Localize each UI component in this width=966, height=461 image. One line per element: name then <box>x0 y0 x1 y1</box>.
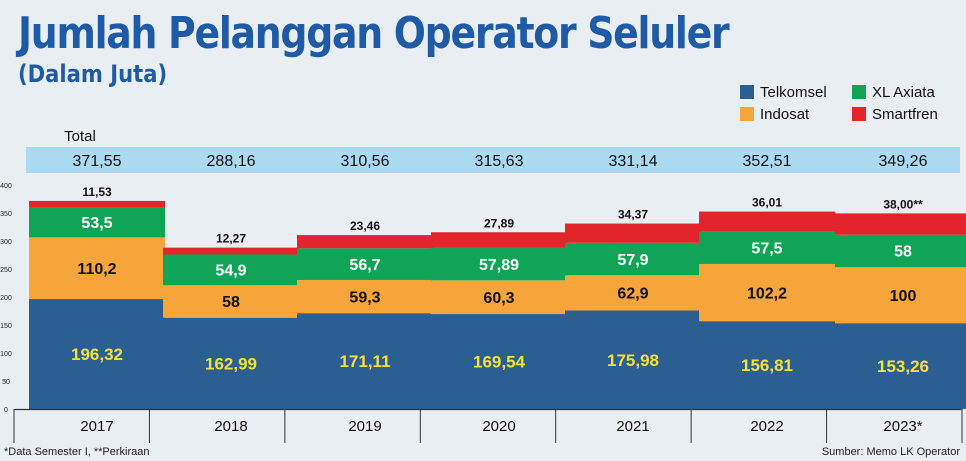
y-tick-label: 200 <box>0 295 12 302</box>
bar-segment-telkomsel <box>699 321 835 409</box>
source-note: Sumber: Memo LK Operator <box>821 446 960 458</box>
data-label: 27,89 <box>484 216 514 230</box>
x-tick-label: 2022 <box>750 418 783 435</box>
data-label: 171,11 <box>339 352 390 371</box>
total-value: 349,26 <box>879 153 928 170</box>
bar-segment-indosat <box>835 267 966 324</box>
bar-segment-indosat <box>565 275 701 311</box>
data-label: 162,99 <box>205 354 257 373</box>
bar-segment-telkomsel <box>29 299 165 409</box>
data-label: 38,00** <box>883 197 923 211</box>
y-tick-label: 100 <box>0 351 12 358</box>
chart-subtitle: (Dalam Juta) <box>18 60 168 88</box>
legend: Telkomsel Indosat XL Axiata Smartfren <box>740 84 938 123</box>
footnote: *Data Semester I, **Perkiraan <box>4 446 150 458</box>
total-value: 331,14 <box>609 153 658 170</box>
bar-segment-indosat <box>163 285 299 318</box>
data-label: 57,89 <box>479 257 519 274</box>
legend-label-indosat: Indosat <box>760 106 810 123</box>
legend-label-telkomsel: Telkomsel <box>760 84 827 101</box>
data-label: 62,9 <box>617 286 648 303</box>
data-label: 175,98 <box>607 351 659 370</box>
bar-segment-indosat <box>297 279 433 314</box>
x-tick-label: 2018 <box>214 418 247 435</box>
y-tick-label: 250 <box>0 267 12 274</box>
bar-segment-xl-axiata <box>297 248 433 280</box>
y-axis: 0 50 100 150 200 250 300 350 400 <box>0 183 12 414</box>
data-label: 11,53 <box>82 185 112 199</box>
legend-swatch-xl-axiata <box>852 85 866 99</box>
y-tick-label: 400 <box>0 183 12 190</box>
data-label: 34,37 <box>618 208 648 222</box>
data-label: 59,3 <box>349 289 380 306</box>
x-axis: 2017 2018 2019 2020 2021 2022 2023* <box>13 408 963 443</box>
bar-segment-telkomsel <box>431 314 567 409</box>
bar-segment-smartfren <box>431 232 567 248</box>
bar-segment-xl-axiata <box>29 207 165 238</box>
data-label: 36,01 <box>752 196 782 210</box>
data-label: 100 <box>890 288 917 305</box>
bar-segment-xl-axiata <box>699 231 835 264</box>
data-label: 156,81 <box>741 356 793 375</box>
data-label: 102,2 <box>747 285 787 302</box>
y-tick-label: 150 <box>0 323 12 330</box>
data-label: 110,2 <box>77 261 116 278</box>
data-label: 23,46 <box>350 219 380 233</box>
data-label: 53,5 <box>81 215 112 232</box>
bar-segment-indosat <box>29 237 165 300</box>
legend-label-xl-axiata: XL Axiata <box>872 84 935 101</box>
legend-swatch-indosat <box>740 107 754 121</box>
data-label: 153,26 <box>877 357 929 376</box>
chart-title: Jumlah Pelanggan Operator Seluler <box>18 8 730 59</box>
total-value: 352,51 <box>743 153 792 170</box>
y-tick-label: 350 <box>0 211 12 218</box>
data-label: 56,7 <box>349 257 380 274</box>
bar-segment-xl-axiata <box>431 247 567 281</box>
x-tick-label: 2023* <box>883 418 922 435</box>
bar-segment-smartfren <box>297 235 433 249</box>
bar-segment-smartfren <box>565 223 701 243</box>
data-label: 60,3 <box>483 290 514 307</box>
legend-swatch-telkomsel <box>740 85 754 99</box>
bar-segment-xl-axiata <box>163 254 299 286</box>
bar-segment-smartfren <box>29 200 165 208</box>
data-label: 57,5 <box>751 241 782 258</box>
bar-segment-smartfren <box>699 211 835 232</box>
bar-segment-telkomsel <box>835 323 966 409</box>
legend-label-smartfren: Smartfren <box>872 106 938 123</box>
y-tick-label: 50 <box>2 379 10 386</box>
total-value: 310,56 <box>341 153 390 170</box>
data-label: 169,54 <box>473 353 526 372</box>
bar-segment-telkomsel <box>163 317 299 409</box>
totals-band <box>26 147 960 173</box>
bars: 196,32 110,2 53,5 11,53 162,99 58 54,9 12,27 171… <box>29 185 966 409</box>
bar-segment-indosat <box>431 280 567 315</box>
data-label: 58 <box>894 244 912 261</box>
bar-segment-smartfren <box>835 213 966 235</box>
x-tick-label: 2021 <box>616 418 649 435</box>
legend-swatch-smartfren <box>852 107 866 121</box>
total-value: 315,63 <box>475 153 524 170</box>
data-label: 54,9 <box>215 263 246 280</box>
data-label: 196,32 <box>71 345 123 364</box>
total-label: Total <box>64 128 96 145</box>
data-label: 12,27 <box>216 232 246 246</box>
totals-row: 371,55 288,16 310,56 315,63 331,14 352,51 349,… <box>73 153 928 170</box>
bar-segment-xl-axiata <box>835 234 966 268</box>
data-label: 58 <box>222 294 240 311</box>
bar-segment-smartfren <box>163 247 299 255</box>
bar-segment-indosat <box>699 263 835 322</box>
x-tick-label: 2020 <box>482 418 515 435</box>
bar-segment-telkomsel <box>297 313 433 409</box>
y-tick-label: 300 <box>0 239 12 246</box>
total-value: 371,55 <box>73 153 122 170</box>
data-label: 57,9 <box>617 252 648 269</box>
bar-segment-telkomsel <box>565 310 701 409</box>
bar-segment-xl-axiata <box>565 242 701 276</box>
x-tick-label: 2019 <box>348 418 381 435</box>
x-tick-label: 2017 <box>80 418 113 435</box>
y-tick-label: 0 <box>4 407 8 414</box>
total-value: 288,16 <box>207 153 256 170</box>
